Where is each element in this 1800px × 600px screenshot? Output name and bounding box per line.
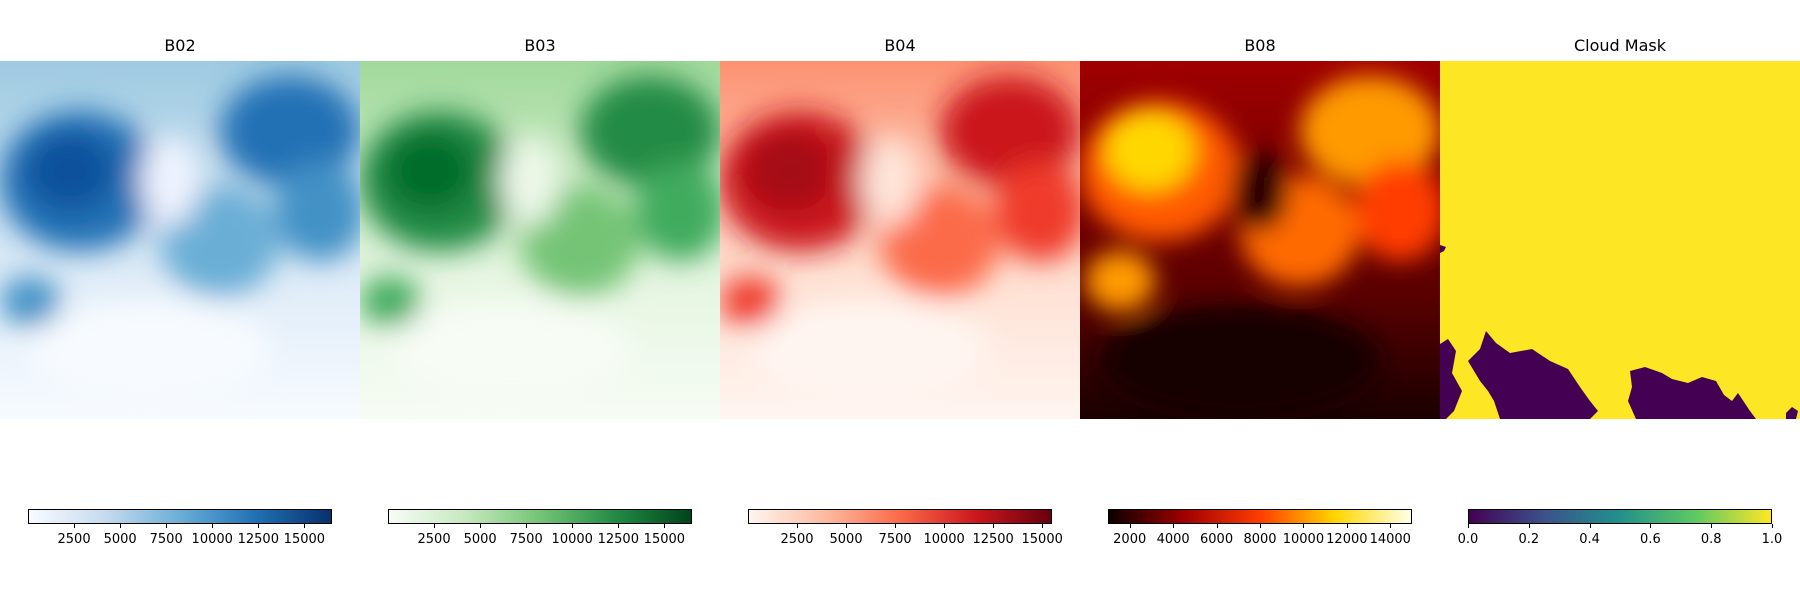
colorbar-tick	[1129, 524, 1131, 528]
colorbar-tick-label: 5000	[103, 532, 137, 547]
colorbar-tick-label: 2500	[57, 532, 91, 547]
colorbar-tick	[434, 524, 436, 528]
colorbar-tick-label: 7500	[149, 532, 183, 547]
colorbar-tick-label: 10000	[551, 532, 593, 547]
colorbar-tick	[1173, 524, 1175, 528]
colorbar-tick	[993, 524, 995, 528]
colorbar-tick	[212, 524, 214, 528]
colorbar-tick-label: 14000	[1369, 532, 1411, 547]
colorbar-tick-label: 12500	[237, 532, 279, 547]
colorbar-tick-label: 2000	[1113, 532, 1147, 547]
colorbar-tick-label: 0.8	[1700, 532, 1722, 547]
colorbar-ticks: 2000 4000 6000 8000 10000 12000 14000	[1108, 524, 1412, 548]
colorbar-tick-label: 10000	[923, 532, 965, 547]
colorbar-tick-label: 12500	[597, 532, 639, 547]
colorbar	[748, 509, 1052, 524]
colorbar-tick-label: 15000	[1021, 532, 1063, 547]
colorbar-tick	[1042, 524, 1044, 528]
colorbar-tick-label: 12000	[1326, 532, 1368, 547]
colorbar-tick-label: 8000	[1243, 532, 1277, 547]
band-image-b03	[360, 61, 720, 419]
colorbar	[1108, 509, 1412, 524]
colorbar	[388, 509, 692, 524]
panel-title: Cloud Mask	[1574, 36, 1666, 55]
colorbar	[28, 509, 332, 524]
colorbar-tick-label: 7500	[509, 532, 543, 547]
colorbar-tick	[1216, 524, 1218, 528]
colorbar-tick-label: 2500	[780, 532, 814, 547]
colorbar	[1468, 509, 1772, 524]
colorbar-tick	[618, 524, 620, 528]
colorbar-tick	[526, 524, 528, 528]
colorbar-tick-label: 10000	[191, 532, 233, 547]
colorbar-tick-label: 0.6	[1640, 532, 1661, 547]
colorbar-tick-label: 10000	[1282, 532, 1325, 547]
colorbar-tick	[1711, 524, 1713, 528]
colorbar-tick-label: 15000	[283, 532, 326, 547]
panel-b08: B08 2000 4000 6000 8000 10000 12000 1400	[1080, 0, 1440, 600]
colorbar-tick-label: 0.4	[1579, 532, 1600, 547]
colorbar-tick-label: 5000	[829, 532, 863, 547]
image-b04	[720, 61, 1080, 419]
colorbar-tick	[1528, 524, 1530, 528]
colorbar-tick	[572, 524, 574, 528]
colorbar-tick-label: 0.0	[1457, 532, 1479, 547]
image-b08	[1080, 61, 1440, 419]
colorbar-tick-label: 1.0	[1761, 532, 1783, 547]
colorbar-tick	[1589, 524, 1591, 528]
colorbar-tick-label: 5000	[463, 532, 497, 547]
colorbar-tick-label: 2500	[417, 532, 451, 547]
colorbar-ticks: 2500 5000 7500 10000 12500 15000	[388, 524, 692, 548]
band-image-b02	[0, 61, 360, 419]
colorbar-tick	[74, 524, 76, 528]
colorbar-ticks: 2500 5000 7500 10000 12500 15000	[28, 524, 332, 548]
colorbar-tick	[166, 524, 168, 528]
cloud-mask-image	[1440, 61, 1800, 419]
panel-b02: B02 2500 5000 7500 10000 12500 15000	[0, 0, 360, 600]
colorbar-tick-label: 6000	[1200, 532, 1234, 547]
colorbar-tick	[1772, 524, 1773, 528]
panel-title: B03	[524, 36, 556, 55]
image-cloudmask	[1440, 61, 1800, 419]
colorbar-tick	[1650, 524, 1652, 528]
panel-title: B04	[884, 36, 916, 55]
colorbar-tick	[797, 524, 799, 528]
image-b03	[360, 61, 720, 419]
colorbar-tick-label: 0.2	[1518, 532, 1540, 547]
colorbar-tick-label: 12500	[972, 532, 1014, 547]
colorbar-tick-label: 7500	[878, 532, 912, 547]
colorbar-tick	[304, 524, 306, 528]
panel-title: B02	[164, 36, 196, 55]
colorbar-tick	[944, 524, 946, 528]
band-image-b04	[720, 61, 1080, 419]
colorbar-tick	[664, 524, 666, 528]
colorbar-ticks: 0.0 0.2 0.4 0.6 0.8 1.0	[1458, 524, 1782, 548]
colorbar-tick	[1303, 524, 1305, 528]
panel-title: B08	[1244, 36, 1276, 55]
colorbar-tick	[120, 524, 122, 528]
colorbar-tick	[1468, 524, 1469, 528]
colorbar-tick-label: 4000	[1156, 532, 1190, 547]
colorbar-tick-label: 15000	[643, 532, 686, 547]
colorbar-tick	[480, 524, 482, 528]
panel-b04: B04 2500 5000 7500 10000 12500 15000	[720, 0, 1080, 600]
band-image-b08	[1080, 61, 1440, 419]
colorbar-tick	[258, 524, 260, 528]
panel-cloudmask: Cloud Mask 0.0 0.2 0.4 0.6 0.8 1.0	[1440, 0, 1800, 600]
colorbar-tick	[1390, 524, 1392, 528]
colorbar-tick	[895, 524, 897, 528]
colorbar-tick	[846, 524, 848, 528]
colorbar-tick	[1346, 524, 1348, 528]
colorbar-tick	[1260, 524, 1261, 528]
panel-b03: B03 2500 5000 7500 10000 12500 15000	[360, 0, 720, 600]
image-b02	[0, 61, 360, 419]
colorbar-ticks: 2500 5000 7500 10000 12500 15000	[748, 524, 1063, 548]
